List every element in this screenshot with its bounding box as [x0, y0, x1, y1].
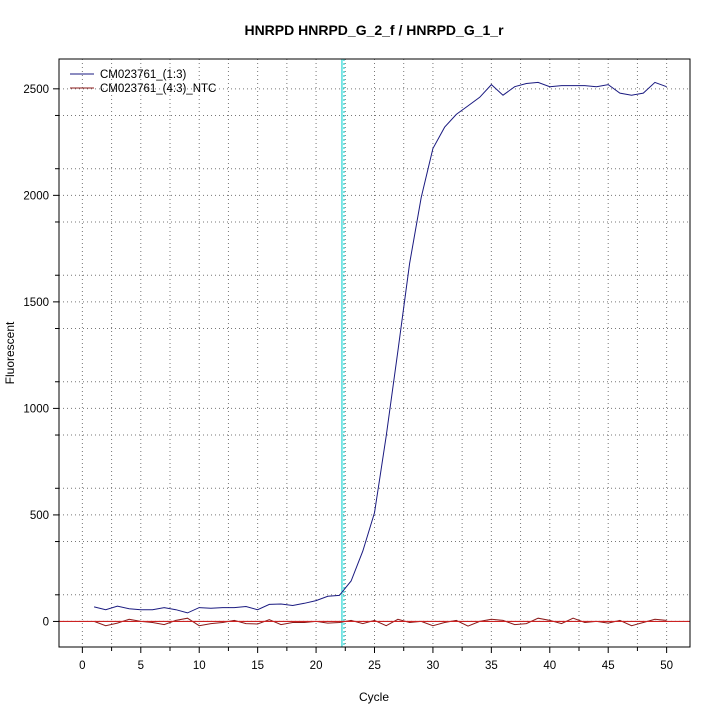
- x-tick-label: 5: [138, 660, 144, 672]
- y-tick-label: 1000: [23, 403, 49, 415]
- x-tick-label: 20: [310, 660, 323, 672]
- y-tick-label: 2000: [23, 190, 49, 202]
- chart-title: HNRPD HNRPD_G_2_f / HNRPD_G_1_r: [244, 22, 504, 38]
- grid-layer: [59, 59, 690, 647]
- y-tick-label: 2500: [23, 84, 49, 96]
- x-tick-label: 45: [602, 660, 615, 672]
- x-tick-label: 15: [251, 660, 264, 672]
- legend-label-1: CM023761_(1:3): [100, 69, 186, 81]
- x-tick-label: 0: [79, 660, 85, 672]
- x-tick-label: 40: [543, 660, 556, 672]
- y-axis-label: Fluorescent: [3, 321, 17, 384]
- y-tick-label: 0: [43, 616, 49, 628]
- y-tick-label: 1500: [23, 297, 49, 309]
- x-tick-label: 25: [368, 660, 381, 672]
- threshold-layer: [341, 59, 345, 647]
- legend-label-2: CM023761_(4:3)_NTC: [100, 83, 216, 95]
- y-tick-label: 500: [30, 510, 49, 522]
- series-layer: [59, 81, 690, 627]
- series-line-2: [93, 617, 667, 627]
- x-tick-label: 35: [485, 660, 498, 672]
- series-line-1: [93, 81, 667, 614]
- x-axis-label: Cycle: [359, 690, 389, 704]
- x-tick-label: 50: [660, 660, 673, 672]
- x-tick-label: 30: [427, 660, 440, 672]
- x-tick-label: 10: [193, 660, 206, 672]
- legend: CM023761_(1:3) CM023761_(4:3)_NTC: [70, 69, 216, 95]
